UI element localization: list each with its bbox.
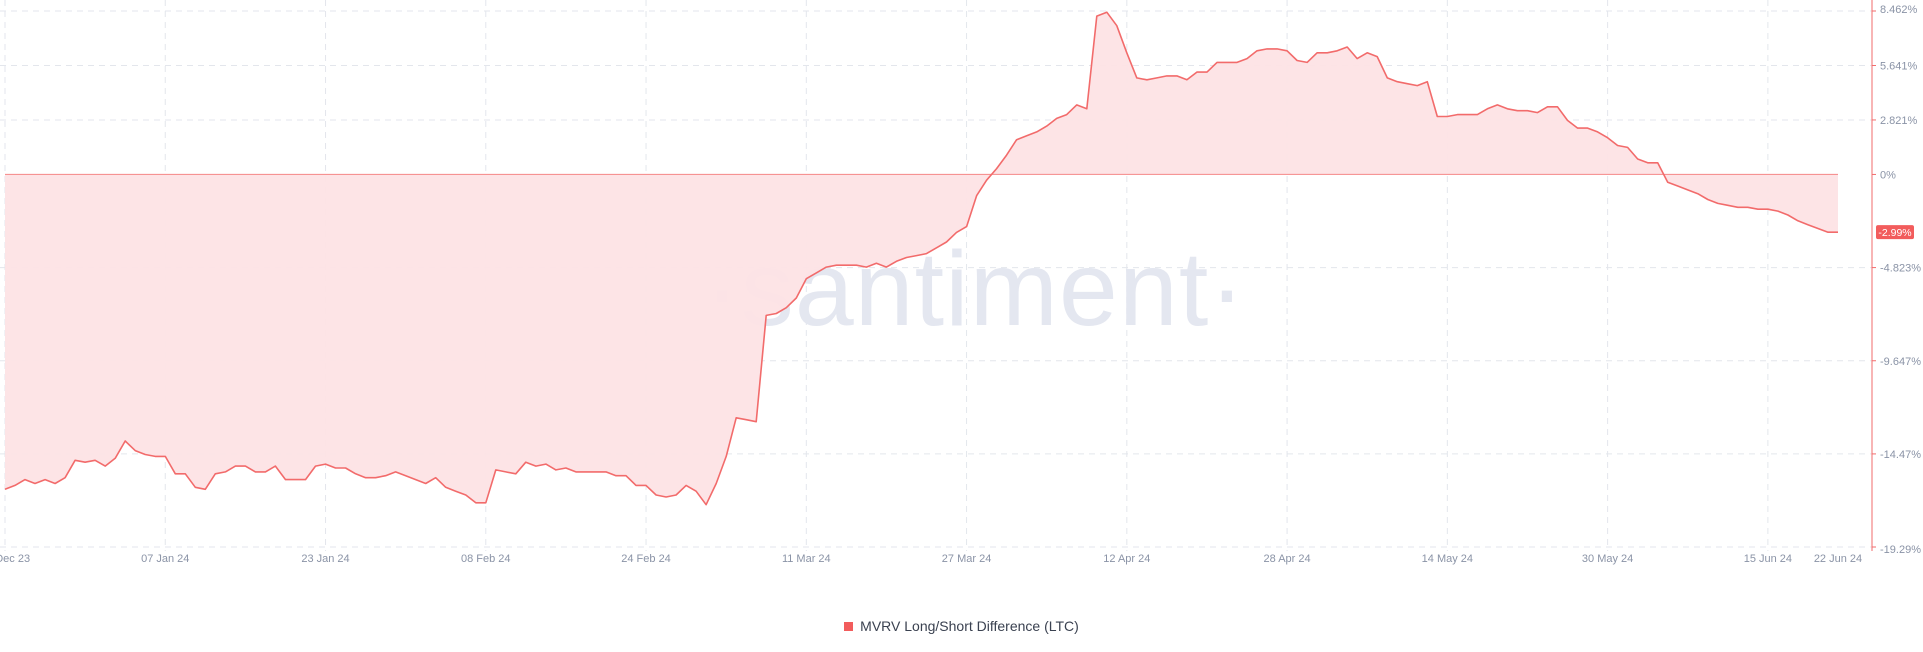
series-area-fill (5, 12, 1838, 505)
x-tick-label: 07 Jan 24 (141, 553, 189, 565)
legend-label: MVRV Long/Short Difference (LTC) (860, 618, 1079, 634)
y-tick-label: 0% (1880, 169, 1896, 181)
x-tick-label: 28 Apr 24 (1264, 553, 1311, 565)
x-tick-label: 24 Feb 24 (621, 553, 671, 565)
series-area (4, 11, 1838, 506)
x-tick-label: 22 Jun 24 (1814, 553, 1862, 565)
last-value-label: -2.99% (1876, 225, 1914, 240)
x-tick-label: 30 May 24 (1582, 553, 1633, 565)
x-tick-label: 12 Apr 24 (1103, 553, 1150, 565)
y-tick-label: 5.641% (1880, 60, 1918, 72)
x-tick-label: 11 Mar 24 (782, 553, 831, 565)
last-value-text: -2.99% (1878, 227, 1911, 239)
y-axis: 8.462% 5.641% 2.821% 0% -4.823% -9.647% -14.47… (1871, 0, 1921, 556)
x-tick-label: 22 Dec 23 (0, 553, 30, 565)
y-tick-label: -14.47% (1880, 449, 1921, 461)
x-tick-label: 27 Mar 24 (942, 553, 992, 565)
legend-swatch (844, 622, 854, 631)
y-tick-label: -19.29% (1880, 544, 1921, 556)
series-line (4, 11, 1838, 506)
last-value-badge (1876, 225, 1914, 240)
y-tick-label: 2.821% (1880, 115, 1918, 127)
y-tick-label: -4.823% (1880, 263, 1921, 275)
y-tick-label: -9.647% (1880, 356, 1921, 368)
x-axis: 22 Dec 23 07 Jan 24 23 Jan 24 08 Feb 24 24 F… (0, 553, 1862, 565)
legend: MVRV Long/Short Difference (LTC) (0, 618, 1923, 634)
x-tick-label: 15 Jun 24 (1744, 553, 1792, 565)
x-tick-label: 08 Feb 24 (461, 553, 511, 565)
x-tick-label: 14 May 24 (1422, 553, 1473, 565)
x-tick-label: 23 Jan 24 (301, 553, 349, 565)
y-tick-label: 8.462% (1880, 4, 1918, 16)
